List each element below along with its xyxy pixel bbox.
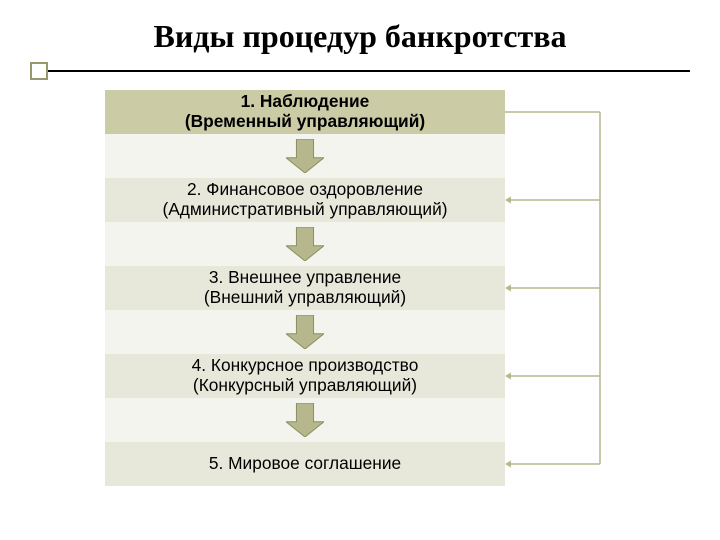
- branch-connector: [0, 0, 720, 540]
- slide: Виды процедур банкротства 1. Наблюдение(…: [0, 0, 720, 540]
